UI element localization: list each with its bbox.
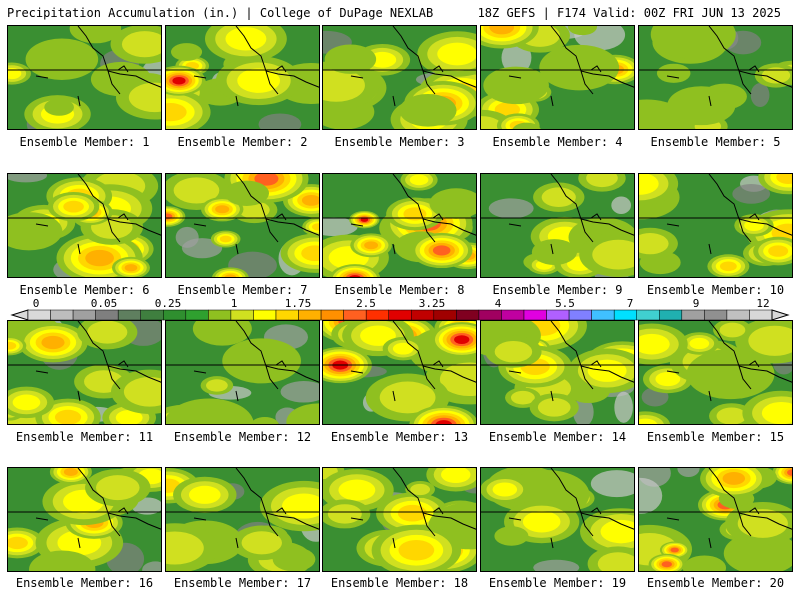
colorbar-swatch xyxy=(117,309,141,321)
colorbar-swatch xyxy=(501,309,525,321)
precipitation-colorbar xyxy=(10,309,790,321)
ensemble-member-label: Ensemble Member: 13 xyxy=(330,430,469,444)
colorbar-tick-label: 12 xyxy=(756,297,770,310)
colorbar-swatch xyxy=(568,309,592,321)
colorbar-swatch xyxy=(50,309,74,321)
ensemble-map-panel xyxy=(322,320,477,425)
ensemble-member-label: Ensemble Member: 2 xyxy=(177,135,308,149)
ensemble-member-label: Ensemble Member: 14 xyxy=(488,430,627,444)
colorbar-swatch xyxy=(365,309,389,321)
colorbar-tick-label: 1 xyxy=(230,297,238,310)
ensemble-member-label: Ensemble Member: 4 xyxy=(492,135,623,149)
ensemble-map-panel xyxy=(165,320,320,425)
colorbar-swatch xyxy=(27,309,51,321)
ensemble-member-label: Ensemble Member: 18 xyxy=(330,576,469,590)
ensemble-map-panel xyxy=(165,25,320,130)
colorbar-tick-label: 1.75 xyxy=(284,297,312,310)
ensemble-member-label: Ensemble Member: 19 xyxy=(488,576,627,590)
colorbar-swatch xyxy=(72,309,96,321)
colorbar-swatch xyxy=(523,309,547,321)
ensemble-map-panel xyxy=(480,173,635,278)
colorbar-swatch xyxy=(275,309,299,321)
colorbar-swatch xyxy=(230,309,254,321)
colorbar-swatch xyxy=(456,309,480,321)
colorbar-swatch xyxy=(320,309,344,321)
colorbar-swatch xyxy=(726,309,750,321)
ensemble-map-panel xyxy=(322,25,477,130)
ensemble-member-label: Ensemble Member: 5 xyxy=(650,135,781,149)
ensemble-map-panel xyxy=(322,467,477,572)
colorbar-swatch xyxy=(253,309,277,321)
colorbar-tick-label: 5.5 xyxy=(555,297,575,310)
colorbar-swatch xyxy=(659,309,683,321)
colorbar-swatch xyxy=(343,309,367,321)
colorbar-tick-label: 2.5 xyxy=(356,297,376,310)
ensemble-member-label: Ensemble Member: 15 xyxy=(646,430,785,444)
colorbar-min-arrow xyxy=(10,309,29,321)
colorbar-tick-label: 0.25 xyxy=(154,297,182,310)
ensemble-member-label: Ensemble Member: 6 xyxy=(19,283,150,297)
model-run-info: 18Z GEFS | F174 Valid: 00Z FRI JUN 13 20… xyxy=(477,6,781,20)
ensemble-map-panel xyxy=(7,467,162,572)
ensemble-map-panel xyxy=(638,25,793,130)
ensemble-member-label: Ensemble Member: 12 xyxy=(173,430,312,444)
ensemble-member-label: Ensemble Member: 8 xyxy=(334,283,465,297)
colorbar-swatch xyxy=(298,309,322,321)
ensemble-map-panel xyxy=(480,25,635,130)
colorbar-swatch xyxy=(591,309,615,321)
ensemble-member-label: Ensemble Member: 10 xyxy=(646,283,785,297)
colorbar-tick-label: 0.05 xyxy=(90,297,118,310)
ensemble-member-label: Ensemble Member: 3 xyxy=(334,135,465,149)
colorbar-tick-label: 4 xyxy=(494,297,502,310)
ensemble-member-label: Ensemble Member: 9 xyxy=(492,283,623,297)
colorbar-tick-label: 3.25 xyxy=(418,297,446,310)
ensemble-map-panel xyxy=(480,320,635,425)
colorbar-swatch xyxy=(546,309,570,321)
ensemble-member-label: Ensemble Member: 11 xyxy=(15,430,154,444)
colorbar-tick-label: 0 xyxy=(32,297,40,310)
colorbar-swatch xyxy=(749,309,773,321)
colorbar-swatch xyxy=(140,309,164,321)
ensemble-map-panel xyxy=(7,320,162,425)
colorbar-swatch xyxy=(478,309,502,321)
colorbar-swatch xyxy=(388,309,412,321)
colorbar-swatch xyxy=(681,309,705,321)
ensemble-map-panel xyxy=(638,173,793,278)
colorbar-swatch xyxy=(208,309,232,321)
colorbar-swatch xyxy=(163,309,187,321)
ensemble-map-panel xyxy=(165,467,320,572)
colorbar-swatch xyxy=(95,309,119,321)
colorbar-swatch xyxy=(433,309,457,321)
ensemble-map-panel xyxy=(638,320,793,425)
ensemble-map-panel xyxy=(165,173,320,278)
ensemble-member-label: Ensemble Member: 7 xyxy=(177,283,308,297)
colorbar-swatch xyxy=(636,309,660,321)
colorbar-max-arrow xyxy=(771,309,790,321)
colorbar-swatch xyxy=(185,309,209,321)
ensemble-map-panel xyxy=(7,25,162,130)
ensemble-map-panel xyxy=(480,467,635,572)
colorbar-swatch xyxy=(613,309,637,321)
colorbar-tick-label: 7 xyxy=(626,297,634,310)
ensemble-map-panel xyxy=(638,467,793,572)
map-title: Precipitation Accumulation (in.) | Colle… xyxy=(7,6,434,20)
ensemble-map-panel xyxy=(322,173,477,278)
ensemble-member-label: Ensemble Member: 17 xyxy=(173,576,312,590)
ensemble-member-label: Ensemble Member: 1 xyxy=(19,135,150,149)
colorbar-swatch xyxy=(411,309,435,321)
ensemble-member-label: Ensemble Member: 16 xyxy=(15,576,154,590)
colorbar-tick-label: 9 xyxy=(692,297,700,310)
ensemble-map-panel xyxy=(7,173,162,278)
colorbar-swatch xyxy=(704,309,728,321)
ensemble-member-label: Ensemble Member: 20 xyxy=(646,576,785,590)
